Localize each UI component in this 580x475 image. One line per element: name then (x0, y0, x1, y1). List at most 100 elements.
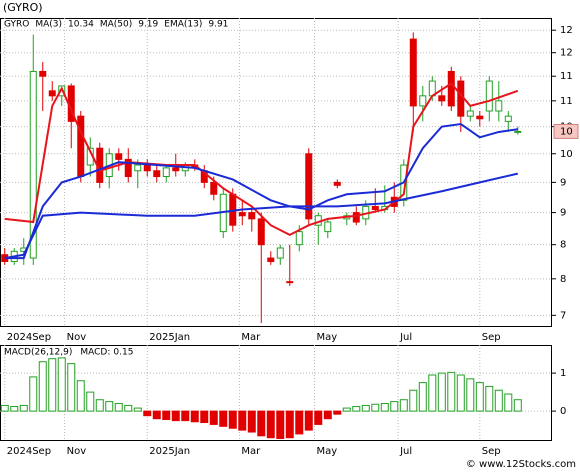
y-tick-label: 1 (560, 368, 566, 379)
macd-bar (29, 376, 38, 412)
y-tick-label: 11 (560, 96, 573, 107)
candle-body (466, 110, 474, 117)
chart-title: (GYRO) (3, 1, 43, 14)
x-tick-label: Nov (67, 446, 87, 457)
macd-bar (304, 410, 313, 431)
legend-name: EMA(13) (164, 20, 202, 30)
candle-body (48, 90, 56, 97)
candle-body (504, 115, 512, 122)
candle-body (305, 153, 313, 220)
legend-symbol: GYRO (4, 20, 29, 30)
macd-bar (0, 404, 9, 412)
macd-bar (38, 361, 47, 412)
macd-bar (295, 410, 304, 435)
macd-bar (456, 374, 465, 412)
candle-body (276, 247, 284, 259)
y-tick-label: 12 (560, 25, 573, 36)
x-tick-label: 2025Jan (149, 446, 190, 457)
macd-bar (219, 410, 228, 427)
candle-body (124, 158, 132, 178)
candle-body (248, 212, 256, 220)
candle-body (257, 218, 265, 246)
macd-bar (76, 380, 85, 412)
macd-bar (200, 410, 209, 424)
macd-bar (162, 410, 171, 420)
x-tick-label: Nov (67, 332, 87, 343)
macd-bar (333, 410, 342, 415)
macd-bar (181, 410, 190, 422)
macd-bar (494, 389, 503, 412)
macd-bar (390, 401, 399, 412)
candle-body (115, 153, 123, 160)
candle-body (438, 95, 446, 102)
macd-bar (466, 378, 475, 412)
last-price-label: 10 (560, 126, 573, 137)
ma-line (4, 82, 519, 236)
candle-body (295, 231, 303, 246)
macd-bar (67, 363, 76, 412)
y-tick-label: 12 (560, 48, 573, 59)
x-tick-label: Mar (241, 446, 261, 457)
macd-bar (437, 372, 446, 412)
macd-bar (105, 401, 114, 412)
macd-bar (124, 404, 133, 412)
x-tick-label: Mar (241, 332, 261, 343)
x-tick-label: Jul (399, 332, 412, 343)
candle-body (514, 130, 522, 133)
macd-bar (209, 410, 218, 425)
x-tick-label: 2024Sep (7, 332, 51, 343)
macd-bar (10, 406, 19, 412)
macd-bar (95, 399, 104, 412)
macd-bar (361, 404, 370, 412)
y-tick-label: 0 (560, 406, 566, 417)
macd-bar (86, 391, 95, 412)
candle-body (333, 181, 341, 186)
legend-value: 9.19 (138, 20, 158, 30)
y-tick-label: 9 (560, 208, 566, 219)
macd-bar (342, 407, 351, 412)
candle-body (495, 100, 503, 112)
x-tick-label: 2024Sep (7, 446, 51, 457)
macd-bar (152, 410, 161, 420)
macd-bar (428, 374, 437, 412)
candle-body (134, 164, 142, 172)
macd-bar (352, 406, 361, 412)
macd-bar (380, 403, 389, 412)
candle-body (409, 38, 417, 107)
macd-bar (133, 407, 142, 412)
candle-body (447, 70, 455, 107)
last-price-box (553, 123, 579, 139)
macd-bar (247, 410, 256, 433)
x-tick-label: Sep (482, 332, 501, 343)
legend-value: 9.91 (208, 20, 228, 30)
y-tick-label: 9 (560, 177, 566, 188)
macd-bar (418, 382, 427, 412)
macd-bar (171, 410, 180, 422)
macd-bar (504, 393, 513, 412)
candle-body (39, 70, 47, 77)
macd-bar (48, 358, 57, 412)
candle-body (210, 181, 218, 195)
x-tick-label: May (316, 446, 337, 457)
macd-bar (257, 410, 266, 437)
candle-body (371, 205, 379, 211)
watermark: © www.12Stocks.com (466, 459, 576, 470)
macd-bar (399, 399, 408, 412)
macd-bar (485, 385, 494, 412)
macd-value: 0.15 (113, 348, 133, 358)
x-tick-label: May (316, 332, 337, 343)
y-tick-label: 10 (560, 149, 573, 160)
legend-name: MA(3) (35, 20, 62, 30)
macd-bar (409, 389, 418, 412)
macd-bar (143, 410, 152, 417)
macd-title: MACD(26,12,9) (4, 348, 72, 358)
y-tick-label: 8 (560, 240, 566, 251)
candle-body (143, 164, 151, 172)
candle-body (172, 167, 180, 172)
candle-body (286, 281, 294, 284)
macd-bar (447, 371, 456, 412)
macd-bar (190, 410, 199, 423)
y-tick-label: 11 (560, 71, 573, 82)
legend-name: MA(50) (100, 20, 132, 30)
